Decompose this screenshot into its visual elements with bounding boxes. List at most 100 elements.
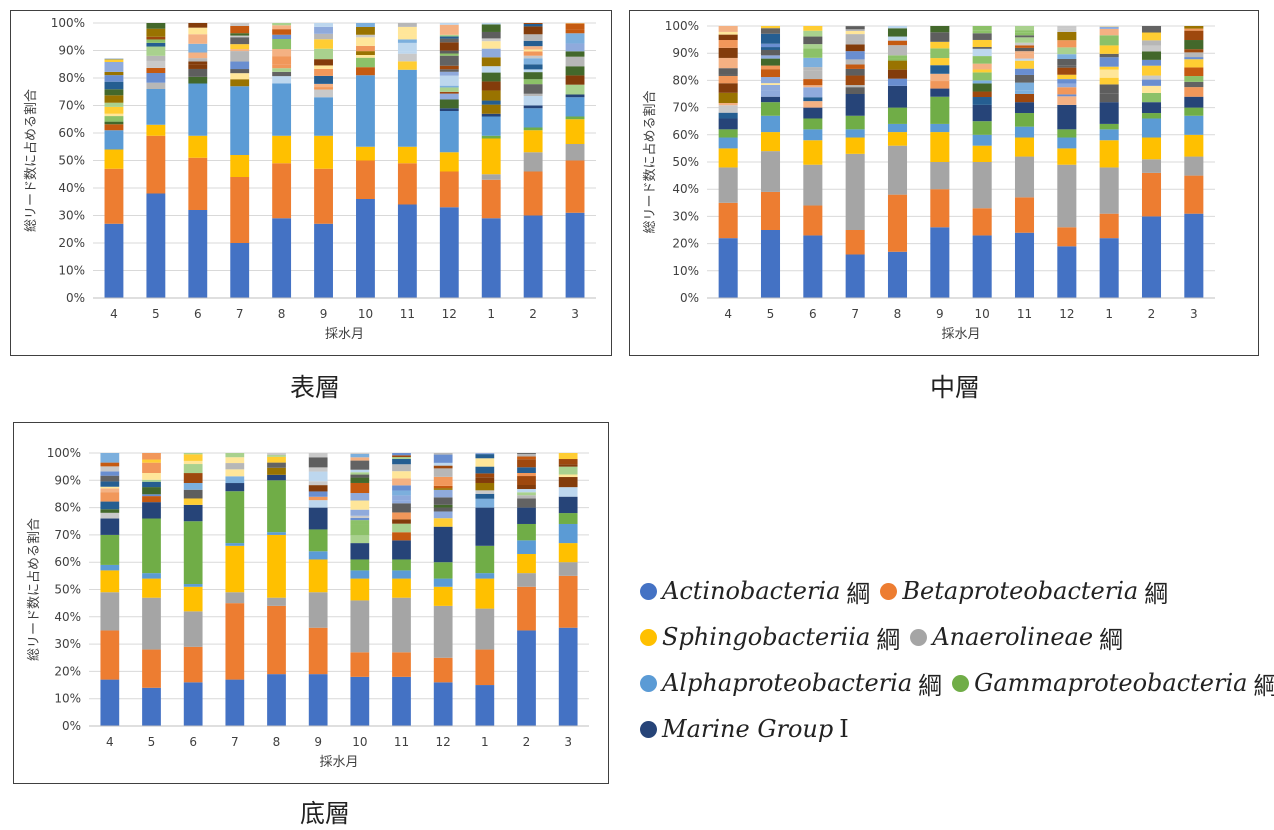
bar-segment-other xyxy=(973,83,992,91)
bar-segment-other xyxy=(356,58,375,67)
y-tick-label: 100% xyxy=(51,16,85,30)
bar-segment-other xyxy=(475,467,494,474)
bar-segment-other xyxy=(803,87,822,97)
bar-segment-other xyxy=(272,39,291,49)
legend-item-marine-group-i: Marine Group I xyxy=(640,715,849,743)
bar-segment-other xyxy=(309,491,328,496)
bar-segment-other xyxy=(1057,47,1076,54)
bar-segment-other xyxy=(398,54,417,62)
bar-segment-other xyxy=(888,79,907,86)
legend-item-alphaproteobacteria: Alphaproteobacteria 綱 xyxy=(640,666,942,701)
bar-segment xyxy=(482,218,501,298)
bar-segment-other xyxy=(142,487,161,494)
bar-segment-other xyxy=(146,56,165,61)
x-tick-label: 1 xyxy=(487,307,495,321)
bar-segment xyxy=(475,650,494,685)
bar-segment-other xyxy=(272,68,291,72)
x-tick-label: 12 xyxy=(1059,307,1074,321)
bar-segment-other xyxy=(350,520,369,525)
bar-segment-other xyxy=(1100,84,1119,93)
bar-segment xyxy=(100,565,119,570)
bar-segment xyxy=(1142,216,1161,298)
bar-segment-other xyxy=(1057,32,1076,40)
bar-segment-other xyxy=(719,83,738,93)
bar-segment xyxy=(803,140,822,164)
bar-segment xyxy=(1015,157,1034,198)
bar-segment xyxy=(888,124,907,132)
bar-segment xyxy=(475,546,494,573)
bar-segment xyxy=(761,102,780,116)
y-tick-label: 80% xyxy=(672,73,699,87)
bar-segment xyxy=(524,128,543,131)
bar-segment-other xyxy=(761,28,780,34)
bar-segment-other xyxy=(314,59,333,65)
bar-segment xyxy=(1015,138,1034,157)
legend-label: Gammaproteobacteria xyxy=(974,669,1247,697)
bar-segment-other xyxy=(1184,52,1203,57)
bar-segment xyxy=(184,584,203,587)
bar-segment xyxy=(559,628,578,726)
bar-segment xyxy=(719,118,738,129)
bar-segment xyxy=(309,592,328,627)
bar-segment xyxy=(559,497,578,513)
bar-segment-other xyxy=(475,483,494,490)
bar-segment-other xyxy=(100,463,119,467)
bar-segment-other xyxy=(146,39,165,42)
bar-segment-other xyxy=(761,77,780,83)
legend-label: Alphaproteobacteria xyxy=(662,669,912,697)
bar-segment xyxy=(392,570,411,578)
bar-segment-other xyxy=(482,90,501,100)
bar-segment xyxy=(142,573,161,578)
bar-segment xyxy=(100,535,119,565)
bar-segment xyxy=(350,570,369,578)
bar-segment-other xyxy=(398,34,417,39)
bar-segment-other xyxy=(524,69,543,72)
bar-segment-other xyxy=(761,26,780,28)
bar-segment-other xyxy=(350,478,369,483)
bar-segment-other xyxy=(566,33,585,43)
bar-segment xyxy=(142,598,161,650)
bar-segment-other xyxy=(100,487,119,489)
legend-suffix: 綱 xyxy=(846,574,870,609)
bar-segment xyxy=(930,189,949,227)
legend-item-actinobacteria: Actinobacteria 綱 xyxy=(640,574,870,609)
bar-segment-other xyxy=(475,458,494,466)
bar-segment-other xyxy=(105,124,124,130)
x-tick-label: 12 xyxy=(442,307,457,321)
bar-segment xyxy=(184,521,203,584)
bar-segment xyxy=(184,682,203,726)
bar-segment-other xyxy=(1057,68,1076,75)
y-tick-label: 50% xyxy=(58,154,85,168)
bar-segment-other xyxy=(314,69,333,76)
bar-segment-other xyxy=(142,494,161,496)
bar-segment xyxy=(524,130,543,152)
bar-segment-other xyxy=(719,113,738,119)
bar-segment-other xyxy=(225,469,244,476)
bar-segment-other xyxy=(350,457,369,460)
bar-segment xyxy=(803,165,822,206)
bar-segment-other xyxy=(230,49,249,51)
bar-segment xyxy=(440,172,459,208)
bar-segment-other xyxy=(1184,40,1203,49)
bar-segment xyxy=(398,147,417,164)
bar-segment-other xyxy=(517,467,536,473)
bar-segment-other xyxy=(1015,51,1034,53)
bar-segment xyxy=(1100,140,1119,167)
bar-segment-other xyxy=(314,76,333,84)
bar-segment-other xyxy=(350,472,369,474)
bar-segment xyxy=(973,208,992,235)
bar-segment-other xyxy=(524,96,543,105)
bar-segment-other xyxy=(142,460,161,463)
bar-segment xyxy=(846,129,865,137)
bar-segment xyxy=(888,195,907,252)
bar-segment-other xyxy=(440,36,459,38)
bar-segment xyxy=(309,674,328,726)
bar-segment-other xyxy=(973,97,992,105)
bar-segment-other xyxy=(230,73,249,79)
x-tick-label: 5 xyxy=(148,735,156,749)
bar-segment xyxy=(973,235,992,298)
y-axis-title: 総リード数に占める割合 xyxy=(23,89,39,232)
legend-item-anaerolineae: Anaerolineae 綱 xyxy=(910,620,1123,655)
bar-segment xyxy=(719,203,738,238)
bar-segment-other xyxy=(524,51,543,55)
